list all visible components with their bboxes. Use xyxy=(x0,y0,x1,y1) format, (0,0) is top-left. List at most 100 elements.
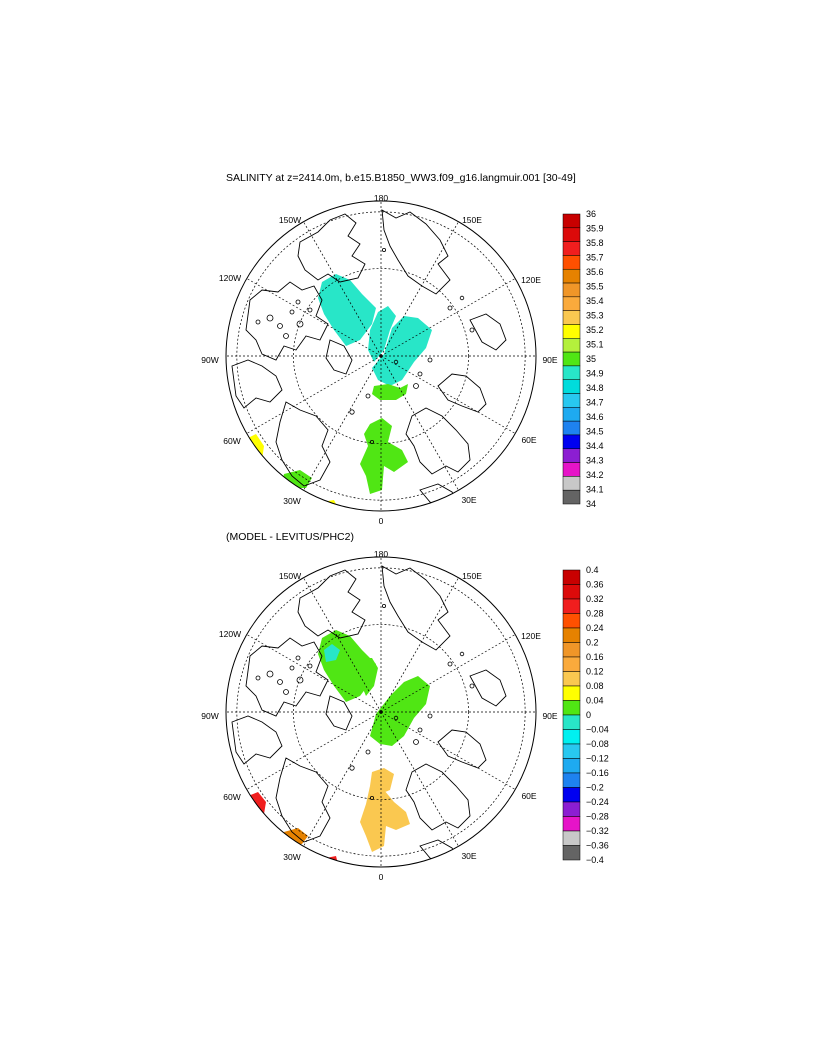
longitude-label: 120W xyxy=(219,273,241,283)
longitude-label: 180 xyxy=(374,193,388,203)
coastline xyxy=(275,757,331,843)
colorbar-swatch xyxy=(562,213,581,229)
colorbar-swatch xyxy=(562,671,581,687)
island xyxy=(296,676,304,684)
meridian-line xyxy=(380,355,516,434)
coastline xyxy=(245,281,329,361)
island xyxy=(283,689,289,695)
meridian-line xyxy=(246,278,382,357)
colorbar-swatch xyxy=(562,268,581,284)
island xyxy=(393,715,399,721)
colorbar-swatch xyxy=(562,434,581,450)
colorbar-swatch xyxy=(562,801,581,817)
colorbar-label: 34.1 xyxy=(586,485,604,495)
island xyxy=(349,765,355,771)
meridian-line xyxy=(380,355,459,491)
colorbar-label: 35.9 xyxy=(586,224,604,234)
island xyxy=(296,320,304,328)
eurasian-basin-anomaly xyxy=(370,676,430,746)
island xyxy=(283,333,289,339)
colorbar-label: 36 xyxy=(586,209,596,219)
colorbar-swatch xyxy=(562,282,581,298)
colorbar-label: 34.7 xyxy=(586,398,604,408)
island xyxy=(447,305,453,311)
island xyxy=(459,295,465,301)
coastline xyxy=(469,313,507,351)
colorbar-swatch xyxy=(562,324,581,339)
anomaly-map-panel: 180 150E 120E 90E 60E 30E 0 30W 60W 90W 120W 150W 0.… xyxy=(201,549,609,882)
island xyxy=(289,309,295,315)
longitude-label: 30E xyxy=(461,495,476,505)
makarov-basin-water xyxy=(368,306,396,362)
island xyxy=(413,739,419,745)
latitude-circle xyxy=(236,211,526,501)
island xyxy=(427,713,433,719)
colorbar-swatch xyxy=(562,462,581,477)
colorbar-label: 35.1 xyxy=(586,340,604,350)
colorbar-label: −0.04 xyxy=(586,725,609,735)
colorbar-label: 34.9 xyxy=(586,369,604,379)
longitude-label: 30W xyxy=(283,852,300,862)
canada-basin-anomaly-small xyxy=(324,644,340,662)
longitude-label: 90E xyxy=(542,355,557,365)
longitude-label: 150E xyxy=(462,215,482,225)
island xyxy=(469,327,475,333)
island xyxy=(295,299,301,305)
colorbar-swatch xyxy=(562,830,581,846)
colorbar-swatch xyxy=(562,227,581,242)
colorbar-swatch xyxy=(562,743,581,759)
bottom-panel-title: (MODEL - LEVITUS/PHC2) xyxy=(226,531,354,543)
colorbar-label: 34 xyxy=(586,499,596,509)
longitude-label: 60W xyxy=(223,436,240,446)
longitude-label: 150W xyxy=(279,215,301,225)
map-border xyxy=(225,200,537,512)
colorbar-label: 35.4 xyxy=(586,296,604,306)
colorbar-label: 34.5 xyxy=(586,427,604,437)
colorbar-label: 35.6 xyxy=(586,267,604,277)
colorbar-swatch xyxy=(562,379,581,394)
island xyxy=(307,307,313,313)
colorbar-swatch xyxy=(562,627,581,643)
norwegian-sea-water xyxy=(360,418,408,494)
canada-basin-water xyxy=(318,274,376,346)
island xyxy=(369,795,374,800)
coastline xyxy=(245,637,329,717)
colorbar-label: −0.2 xyxy=(586,783,604,793)
coastline xyxy=(231,715,283,765)
colorbar-label: 35.8 xyxy=(586,238,604,248)
longitude-label: 60W xyxy=(223,792,240,802)
colorbar-swatch xyxy=(562,420,581,436)
colorbar-swatch xyxy=(562,310,581,325)
colorbar-swatch xyxy=(562,255,581,270)
colorbar-label: 34.2 xyxy=(586,470,604,480)
meridian-line xyxy=(380,711,516,790)
colorbar-label: 0.24 xyxy=(586,623,604,633)
longitude-label: 120E xyxy=(521,275,541,285)
colorbar-swatch xyxy=(562,714,581,730)
coastline xyxy=(275,401,331,487)
island xyxy=(277,323,283,329)
coastline xyxy=(469,669,507,707)
longitude-label: 60E xyxy=(521,791,536,801)
colorbar-label: 0.04 xyxy=(586,696,604,706)
island xyxy=(417,371,423,377)
colorbar-label: 34.6 xyxy=(586,412,604,422)
colorbar-swatch xyxy=(562,642,581,658)
island xyxy=(266,314,274,322)
colorbar-swatch xyxy=(562,787,581,803)
colorbar-label: 0.36 xyxy=(586,580,604,590)
makarov-basin-anomaly xyxy=(360,658,378,696)
colorbar-label: −0.12 xyxy=(586,754,609,764)
island xyxy=(277,679,283,685)
nansen-basin-anomaly xyxy=(370,768,394,794)
colorbar-label: 0 xyxy=(586,710,591,720)
coastline xyxy=(297,213,366,283)
island xyxy=(381,248,386,253)
meridian-line xyxy=(246,634,382,713)
colorbar-swatch xyxy=(562,338,581,353)
island xyxy=(393,359,399,365)
colorbar-swatch xyxy=(562,816,581,832)
colorbar-swatch xyxy=(562,365,581,380)
colorbar-label: −0.28 xyxy=(586,812,609,822)
